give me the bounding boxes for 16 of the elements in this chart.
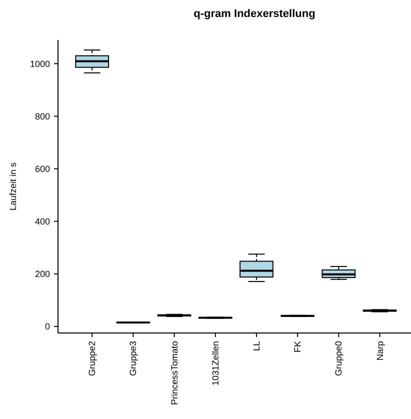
y-tick-label: 400 [34, 216, 50, 226]
x-tick-label: Gruppe2 [87, 341, 98, 376]
y-tick-label: 1000 [30, 58, 50, 69]
y-tick-label: 0 [44, 322, 50, 332]
x-tick-label: 1031Zellen [210, 341, 220, 386]
y-tick-label: 600 [34, 164, 50, 174]
y-tick-label: 200 [34, 269, 50, 280]
x-tick-label: FK [292, 341, 303, 353]
x-tick-label: LL [251, 341, 262, 352]
chart-title: q-gram Indexerstellung [194, 8, 316, 20]
y-axis-title: Laufzeit in s [8, 162, 18, 211]
x-tick-label: PrincessTomato [169, 341, 180, 406]
x-tick-label: Narp [374, 341, 385, 361]
y-tick-label: 800 [34, 111, 50, 122]
x-tick-label: Gruppe3 [128, 341, 138, 376]
x-tick-label: Gruppe0 [334, 341, 344, 376]
